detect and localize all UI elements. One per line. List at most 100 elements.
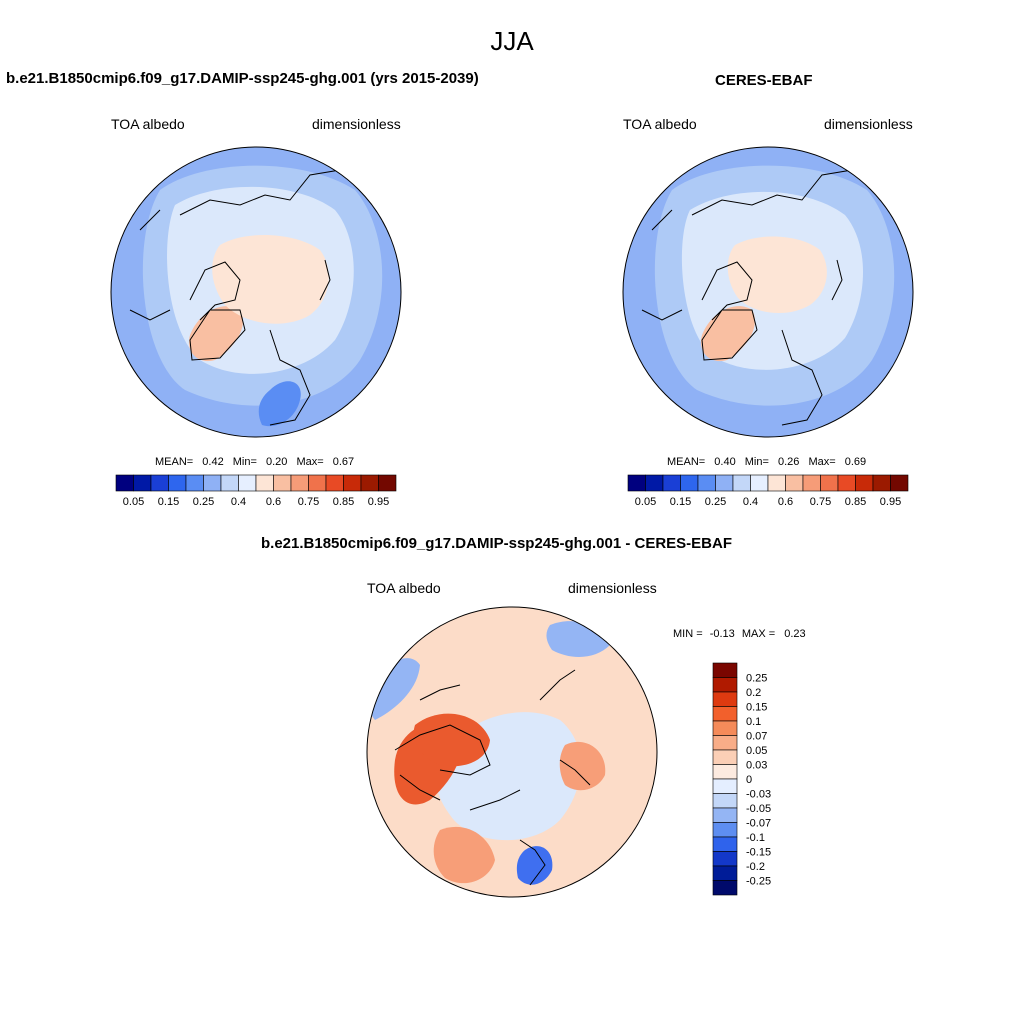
panel-3-units-label: dimensionless bbox=[568, 580, 657, 596]
colorbar-1-tick-label: 0.85 bbox=[333, 496, 354, 508]
map-1-arctic-ice bbox=[212, 234, 329, 324]
colorbar-diff-tick-label: 0.1 bbox=[746, 716, 761, 728]
colorbar-1-swatch bbox=[133, 474, 152, 492]
colorbar-2-tick-label: 0.25 bbox=[705, 496, 726, 508]
panel-1-units-label: dimensionless bbox=[312, 116, 401, 132]
colorbar-2-swatch bbox=[750, 474, 769, 492]
map-3-neg-region-ne bbox=[546, 621, 610, 657]
colorbar-diff-swatch bbox=[712, 822, 738, 838]
colorbar-2-swatch bbox=[785, 474, 804, 492]
colorbar-2-swatch bbox=[802, 474, 821, 492]
colorbar-2-swatch bbox=[890, 474, 909, 492]
colorbar-2-tick-label: 0.6 bbox=[778, 496, 793, 508]
colorbar-2-swatch bbox=[715, 474, 734, 492]
panel-3-stats: MIN = -0.13 MAX = 0.23 bbox=[673, 628, 806, 640]
map-1-coastlines bbox=[129, 169, 341, 426]
colorbar-2-swatch bbox=[872, 474, 891, 492]
colorbar-1-swatch bbox=[185, 474, 204, 492]
colorbar-2: 0.05 0.15 0.25 0.4 0.6 0.75 0.85 0.95 bbox=[627, 474, 909, 508]
colorbar-diff-tick-label: -0.1 bbox=[746, 832, 765, 844]
map-3-pos-region-east bbox=[559, 741, 606, 791]
colorbar-2-tick-label: 0.4 bbox=[743, 496, 758, 508]
colorbar-diff-swatch bbox=[712, 865, 738, 881]
colorbar-2-swatch bbox=[820, 474, 839, 492]
colorbar-diff-swatch bbox=[712, 778, 738, 794]
colorbar-2-tick-label: 0.05 bbox=[635, 496, 656, 508]
panel-1-variable-label: TOA albedo bbox=[111, 116, 185, 132]
colorbar-2-swatch bbox=[645, 474, 664, 492]
colorbar-diff-tick-label: 0.25 bbox=[746, 673, 767, 685]
colorbar-diff-swatch bbox=[712, 720, 738, 736]
colorbar-diff-swatch bbox=[712, 735, 738, 751]
colorbar-2-swatch bbox=[837, 474, 856, 492]
colorbar-1-swatch bbox=[255, 474, 274, 492]
colorbar-1-swatch bbox=[150, 474, 169, 492]
panel-3-min-value: -0.13 bbox=[709, 628, 735, 640]
colorbar-diff-tick-label: -0.03 bbox=[746, 789, 771, 801]
colorbar-2-tick-label: 0.15 bbox=[670, 496, 691, 508]
colorbar-1-swatch bbox=[325, 474, 344, 492]
colorbar-1-swatch bbox=[168, 474, 187, 492]
panel-1-title: b.e21.B1850cmip6.f09_g17.DAMIP-ssp245-gh… bbox=[6, 70, 479, 87]
panel-3-title: b.e21.B1850cmip6.f09_g17.DAMIP-ssp245-gh… bbox=[261, 535, 732, 552]
colorbar-diff-swatch bbox=[712, 793, 738, 809]
panel-1-min-label: Min= bbox=[232, 456, 257, 468]
panel-2-mean-label: MEAN= bbox=[667, 456, 706, 468]
panel-2-min-label: Min= bbox=[744, 456, 769, 468]
panel-2-stats: MEAN= 0.40 Min= 0.26 Max= 0.69 bbox=[667, 456, 866, 468]
panel-2-max-label: Max= bbox=[808, 456, 836, 468]
colorbar-1-swatch bbox=[220, 474, 239, 492]
colorbar-1-tick-label: 0.05 bbox=[123, 496, 144, 508]
panel-2-max-value: 0.69 bbox=[844, 456, 867, 468]
map-3-pos-region-arctic bbox=[413, 713, 490, 767]
panel-2-variable-label: TOA albedo bbox=[623, 116, 697, 132]
map-3-coastlines bbox=[394, 669, 591, 886]
colorbar-diff-swatch bbox=[712, 749, 738, 765]
colorbar-diff-tick-label: -0.15 bbox=[746, 847, 771, 859]
map-1-border bbox=[110, 146, 402, 438]
panel-1-max-label: Max= bbox=[296, 456, 324, 468]
panel-1-mean-label: MEAN= bbox=[155, 456, 194, 468]
colorbar-diff-tick-label: -0.07 bbox=[746, 818, 771, 830]
colorbar-1-tick-label: 0.95 bbox=[368, 496, 389, 508]
colorbar-1-swatch bbox=[308, 474, 327, 492]
panel-2-mean-value: 0.40 bbox=[714, 456, 736, 468]
panel-1-mean-value: 0.42 bbox=[202, 456, 224, 468]
panel-1-min-value: 0.20 bbox=[265, 456, 288, 468]
colorbar-diff-swatch bbox=[712, 706, 738, 722]
colorbar-1-tick-label: 0.6 bbox=[266, 496, 281, 508]
colorbar-2-swatch bbox=[767, 474, 786, 492]
colorbar-diff-tick-label: 0.05 bbox=[746, 745, 767, 757]
colorbar-diff-tick-label: 0 bbox=[746, 774, 752, 786]
colorbar-diff-tick-label: 0.15 bbox=[746, 702, 767, 714]
colorbar-2-swatch bbox=[697, 474, 716, 492]
colorbar-1-swatch bbox=[273, 474, 292, 492]
colorbar-diff-swatch bbox=[712, 677, 738, 693]
colorbar-diff-tick-label: 0.03 bbox=[746, 760, 767, 772]
panel-2-title: CERES-EBAF bbox=[715, 72, 813, 89]
panel-3-min-label: MIN = bbox=[673, 628, 703, 640]
colorbar-diff-swatch bbox=[712, 851, 738, 867]
colorbar-1-swatch bbox=[343, 474, 362, 492]
map-2-border bbox=[622, 146, 914, 438]
map-3-pos-region-south bbox=[433, 826, 495, 884]
colorbar-2-tick-label: 0.85 bbox=[845, 496, 866, 508]
figure-title: JJA bbox=[490, 26, 534, 56]
colorbar-diff-tick-label: -0.25 bbox=[746, 876, 771, 888]
colorbar-1: 0.05 0.15 0.25 0.4 0.6 0.75 0.85 0.95 bbox=[115, 474, 397, 508]
panel-1-max-value: 0.67 bbox=[332, 456, 355, 468]
colorbar-2-swatch bbox=[627, 474, 646, 492]
colorbar-2-swatch bbox=[732, 474, 751, 492]
map-3-border bbox=[366, 606, 658, 898]
colorbar-diff-tick-label: 0.07 bbox=[746, 731, 767, 743]
colorbar-1-tick-label: 0.4 bbox=[231, 496, 246, 508]
map-1-dark-patch bbox=[258, 381, 301, 427]
map-3-neg-region-se bbox=[516, 846, 553, 885]
colorbar-diff-tick-label: -0.05 bbox=[746, 803, 771, 815]
map-2-arctic-ice bbox=[727, 236, 827, 314]
colorbar-diff-swatch bbox=[712, 880, 738, 896]
colorbar-diff-tick-label: 0.2 bbox=[746, 687, 761, 699]
colorbar-1-swatch bbox=[238, 474, 257, 492]
colorbar-diff-swatch bbox=[712, 764, 738, 780]
